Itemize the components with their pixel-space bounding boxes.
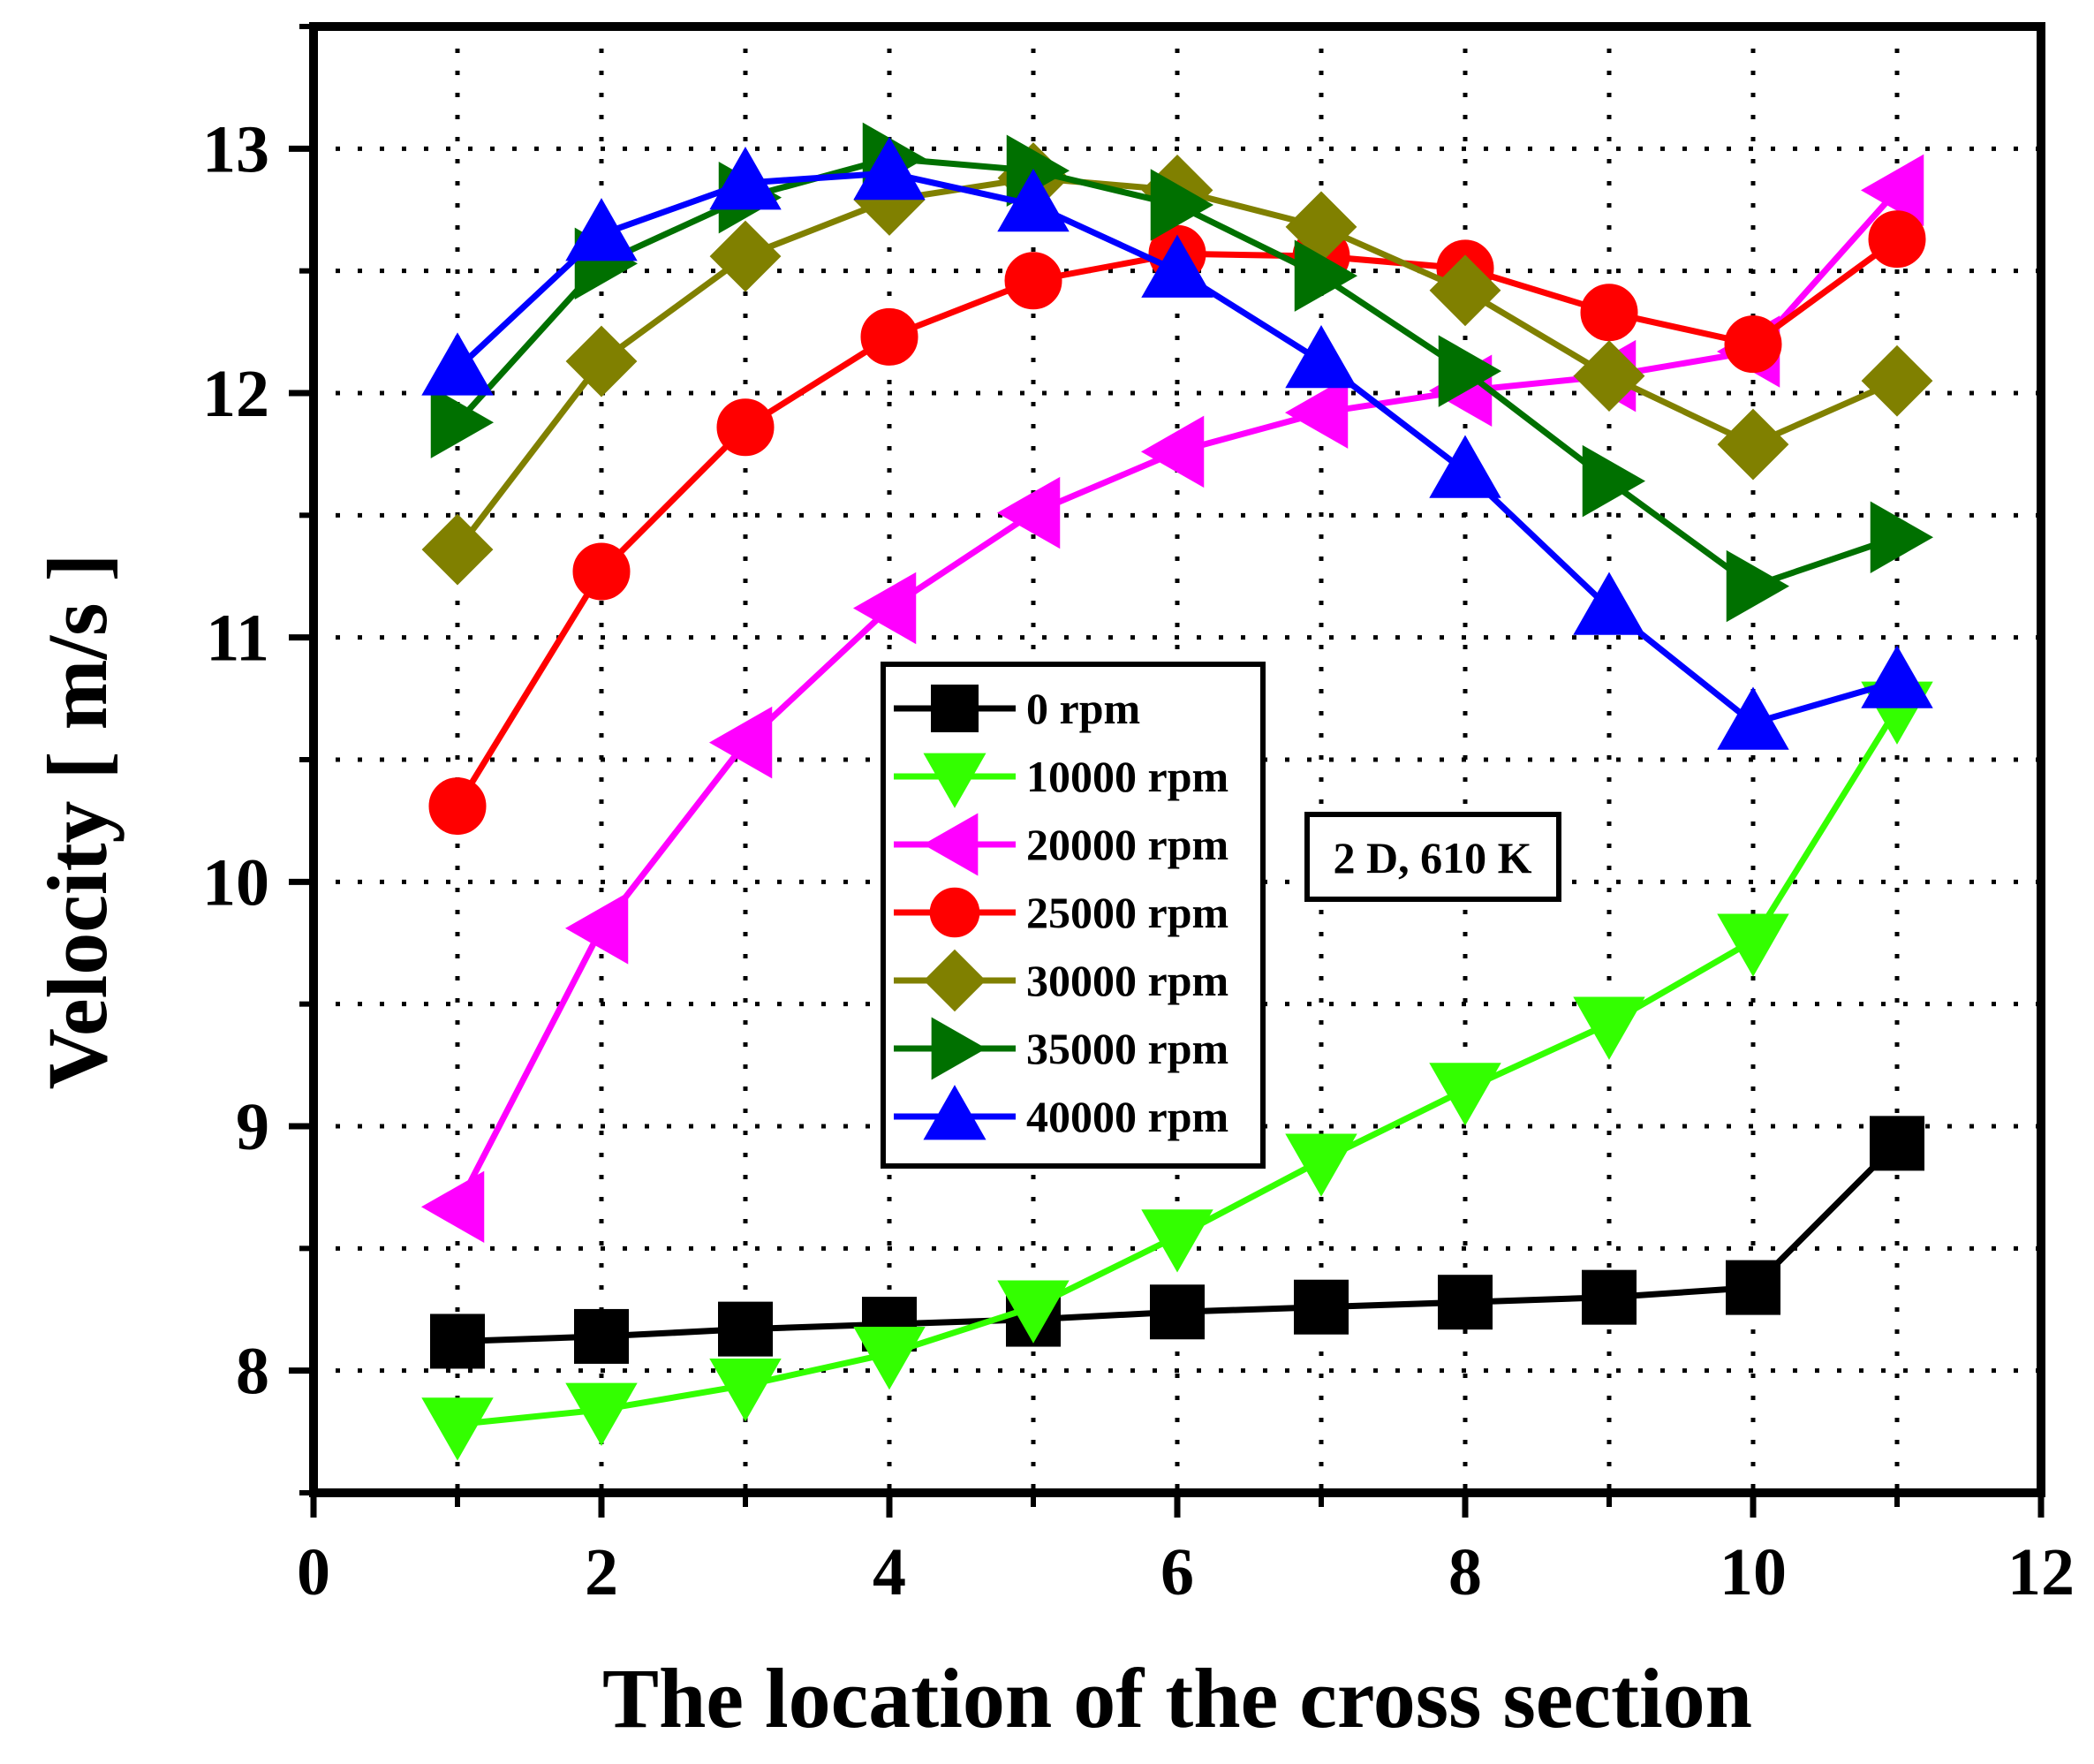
legend-label: 35000 rpm bbox=[1026, 1024, 1228, 1073]
legend-label: 40000 rpm bbox=[1026, 1092, 1228, 1141]
data-point bbox=[1870, 501, 1934, 573]
y-tick-label: 8 bbox=[236, 1335, 269, 1409]
data-point bbox=[718, 1301, 773, 1357]
data-point bbox=[1438, 335, 1502, 407]
data-point bbox=[1294, 1279, 1349, 1335]
data-point bbox=[1285, 1133, 1357, 1197]
data-point bbox=[1717, 686, 1789, 750]
data-point bbox=[997, 1280, 1070, 1344]
data-point bbox=[1140, 415, 1205, 488]
data-point bbox=[1861, 645, 1933, 708]
legend-label: 10000 rpm bbox=[1026, 752, 1228, 801]
legend-marker bbox=[923, 949, 987, 1012]
data-point bbox=[709, 220, 782, 292]
annotation-frame bbox=[1304, 812, 1561, 902]
data-point bbox=[1861, 344, 1933, 417]
y-axis-title: Velocity [ m/s ] bbox=[30, 554, 125, 1090]
data-point bbox=[1429, 1063, 1501, 1126]
data-point bbox=[565, 325, 638, 397]
x-tick-label: 4 bbox=[873, 1535, 906, 1609]
data-point bbox=[430, 1314, 485, 1369]
data-point bbox=[1717, 408, 1789, 481]
y-tick-label: 13 bbox=[202, 112, 269, 186]
data-point bbox=[1860, 154, 1924, 227]
annotation-box: 2 D, 610 K bbox=[1304, 812, 1561, 902]
data-point bbox=[853, 1327, 926, 1390]
data-point bbox=[1429, 254, 1501, 327]
data-point bbox=[1868, 210, 1926, 269]
data-point bbox=[1870, 1116, 1924, 1171]
data-point bbox=[1582, 444, 1646, 518]
data-point bbox=[860, 307, 918, 366]
data-point bbox=[1150, 1284, 1205, 1340]
y-tick-label: 10 bbox=[202, 845, 269, 920]
data-point bbox=[1284, 376, 1349, 449]
data-point bbox=[1724, 315, 1782, 374]
data-point bbox=[709, 1359, 782, 1422]
data-point bbox=[565, 1382, 638, 1446]
legend-marker bbox=[923, 1085, 987, 1140]
series-35000-rpm bbox=[430, 122, 1934, 623]
data-point bbox=[1726, 1260, 1780, 1315]
data-point bbox=[996, 476, 1061, 549]
x-axis-title: The location of the cross section bbox=[602, 1651, 1752, 1745]
data-point bbox=[853, 136, 926, 201]
legend-marker bbox=[923, 753, 987, 808]
x-tick-label: 10 bbox=[1720, 1535, 1787, 1609]
data-point bbox=[421, 1397, 494, 1461]
legend-marker bbox=[931, 685, 979, 732]
y-tick-label: 9 bbox=[236, 1090, 269, 1164]
data-point bbox=[428, 777, 487, 836]
data-point bbox=[430, 386, 495, 458]
data-point bbox=[564, 892, 629, 965]
data-point bbox=[572, 542, 631, 601]
data-point bbox=[1726, 549, 1790, 623]
legend-marker bbox=[923, 813, 979, 876]
data-point bbox=[716, 398, 775, 457]
axes: 0 2 4 6 8 10 12 8 9 10 11 12 13 bbox=[202, 24, 2075, 1609]
data-point bbox=[1150, 169, 1214, 241]
data-point bbox=[1573, 340, 1645, 413]
data-point bbox=[420, 1170, 485, 1244]
x-tick-label: 12 bbox=[2007, 1535, 2075, 1609]
data-point bbox=[1717, 913, 1789, 977]
data-point bbox=[709, 147, 782, 210]
data-point bbox=[1573, 572, 1645, 635]
legend: 0 rpm 10000 rpm 20000 rpm 25000 rpm 30000 rp… bbox=[881, 662, 1266, 1169]
series-lines bbox=[420, 122, 1934, 1461]
data-point bbox=[1294, 239, 1358, 312]
data-point bbox=[1004, 252, 1062, 310]
data-point bbox=[1141, 1209, 1213, 1273]
data-point bbox=[1573, 996, 1645, 1060]
y-tick-label: 11 bbox=[206, 602, 269, 676]
data-point bbox=[421, 513, 494, 586]
data-point bbox=[574, 1308, 629, 1364]
legend-label: 25000 rpm bbox=[1026, 888, 1228, 937]
data-point bbox=[708, 706, 773, 779]
data-point bbox=[421, 332, 494, 396]
annotation-label: 2 D, 610 K bbox=[1334, 833, 1532, 882]
data-point bbox=[1141, 234, 1213, 298]
data-point bbox=[852, 572, 917, 645]
x-tick-label: 8 bbox=[1448, 1535, 1482, 1609]
legend-label: 20000 rpm bbox=[1026, 820, 1228, 869]
data-point bbox=[1429, 435, 1501, 498]
data-point bbox=[1438, 1275, 1493, 1330]
data-point bbox=[1582, 1269, 1637, 1325]
legend-label: 0 rpm bbox=[1026, 684, 1140, 733]
x-tick-label: 2 bbox=[585, 1535, 618, 1609]
data-point bbox=[997, 168, 1070, 232]
y-tick-label: 12 bbox=[202, 357, 269, 431]
data-point bbox=[1580, 284, 1638, 342]
series-40000-rpm bbox=[421, 136, 1933, 750]
x-tick-label: 0 bbox=[297, 1535, 330, 1609]
data-point bbox=[1285, 325, 1357, 389]
legend-label: 30000 rpm bbox=[1026, 956, 1228, 1005]
data-point bbox=[565, 198, 638, 261]
legend-marker bbox=[929, 887, 980, 938]
legend-marker bbox=[931, 1017, 987, 1080]
x-tick-label: 6 bbox=[1160, 1535, 1194, 1609]
